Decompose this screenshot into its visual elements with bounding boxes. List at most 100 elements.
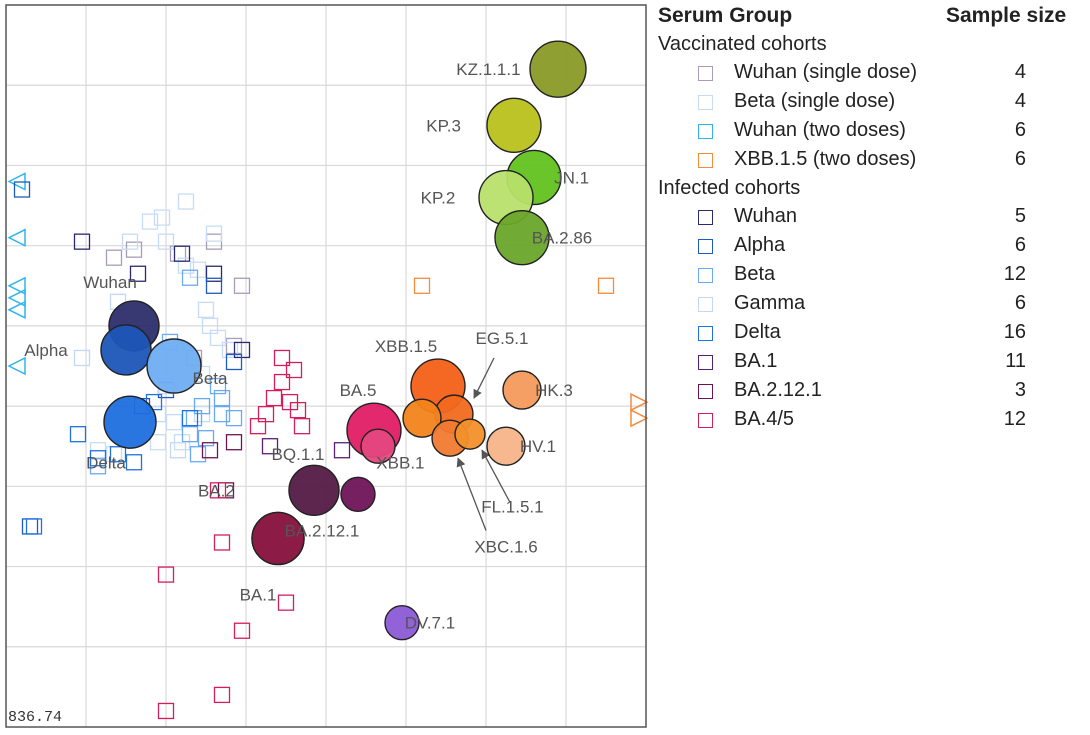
serum-marker xyxy=(7,300,26,320)
serum-marker xyxy=(13,181,31,198)
legend-swatch xyxy=(698,66,713,81)
antigen-labels: KZ.1.1.1 KP.3 JN.1 KP.2 BA.2.86 Wuhan Alpha Bet… xyxy=(24,60,592,633)
legend-title: Serum Group xyxy=(658,4,793,27)
legend-sample-size: 4 xyxy=(1014,90,1026,112)
serum-marker xyxy=(69,426,87,443)
serum-marker xyxy=(265,389,283,407)
antigen-label: BA.5 xyxy=(340,381,377,400)
label-arrow xyxy=(456,457,487,531)
serum-marker xyxy=(165,414,183,431)
serum-marker xyxy=(25,518,43,535)
serum-marker xyxy=(630,408,649,428)
sera-markers xyxy=(7,172,649,720)
serum-marker xyxy=(205,277,223,294)
serum-marker xyxy=(177,257,195,274)
serum-marker xyxy=(201,442,219,459)
antigen-label: XBB.1 xyxy=(376,453,424,472)
legend-swatch xyxy=(698,239,713,254)
serum-marker xyxy=(7,228,26,247)
serum-marker xyxy=(149,434,167,451)
legend-sample-size: 6 xyxy=(1014,148,1026,170)
antigen-label: Wuhan xyxy=(83,273,137,292)
serum-marker xyxy=(273,373,291,391)
legend-label: Wuhan (single dose) xyxy=(734,61,918,83)
legend-sample-size: 12 xyxy=(1003,408,1026,430)
legend-sample-size: 6 xyxy=(1014,119,1026,141)
antigen-delta xyxy=(103,395,157,449)
serum-marker xyxy=(209,329,227,347)
antigen-circles xyxy=(100,40,587,641)
serum-marker xyxy=(285,361,303,379)
legend-sample-size: 6 xyxy=(1014,234,1026,256)
serum-marker xyxy=(277,594,295,611)
serum-marker xyxy=(121,233,139,250)
scale-label: 836.74 xyxy=(8,709,62,726)
serum-marker xyxy=(225,409,243,427)
legend-sample-size: 6 xyxy=(1014,292,1026,314)
serum-marker xyxy=(105,249,123,266)
legend-label: Beta xyxy=(734,263,776,285)
serum-marker xyxy=(209,482,227,499)
antigen-beta xyxy=(146,338,202,394)
antigen-xbb-1 xyxy=(360,428,396,464)
label-arrow xyxy=(473,357,495,399)
legend-sample-size: 5 xyxy=(1014,205,1026,227)
antigen-hk-3 xyxy=(502,370,542,410)
serum-marker xyxy=(157,233,175,250)
antigen-label: Beta xyxy=(193,369,229,388)
serum-marker xyxy=(213,389,231,407)
serum-marker xyxy=(597,277,615,294)
antigen-label: KZ.1.1.1 xyxy=(456,60,520,79)
legend-label: BA.4/5 xyxy=(734,408,795,430)
antigen-label: Alpha xyxy=(24,341,68,360)
serum-marker xyxy=(213,405,231,423)
serum-marker xyxy=(333,442,351,459)
serum-marker xyxy=(233,622,251,639)
legend-swatch xyxy=(698,384,713,399)
serum-marker xyxy=(205,265,223,282)
legend-sample-size: 12 xyxy=(1003,263,1026,285)
serum-marker xyxy=(73,233,91,250)
legend-label: BA.2.12.1 xyxy=(734,379,822,401)
legend-label: Beta (single dose) xyxy=(734,90,896,112)
legend-swatch xyxy=(698,413,713,428)
legend-label: Wuhan (two doses) xyxy=(734,119,906,141)
legend-vaccinated-header: Vaccinated cohorts xyxy=(658,33,827,55)
antigen-label: BQ.1.1 xyxy=(272,445,325,464)
label-arrow xyxy=(481,449,511,503)
serum-marker xyxy=(21,518,39,535)
serum-marker xyxy=(273,349,291,367)
serum-marker xyxy=(173,245,191,262)
serum-marker xyxy=(7,288,26,308)
antigen-label: JN.1 xyxy=(554,168,589,187)
serum-marker xyxy=(125,454,143,471)
antigen-label: BA.2.86 xyxy=(532,229,593,248)
serum-marker xyxy=(189,446,207,463)
antigen-label: Delta xyxy=(86,453,126,472)
grid xyxy=(6,5,646,727)
antigen-label: XBB.1.5 xyxy=(375,337,437,356)
legend-swatch xyxy=(698,124,713,139)
serum-marker xyxy=(129,265,147,282)
serum-marker xyxy=(630,392,649,412)
legend-sample-size: 3 xyxy=(1014,379,1026,401)
serum-marker xyxy=(213,686,231,704)
antigenic-map: KZ.1.1.1 KP.3 JN.1 KP.2 BA.2.86 Wuhan Alpha Bet… xyxy=(5,4,649,728)
antigen-alpha xyxy=(100,324,152,376)
antigen-ba-2-12-1 xyxy=(340,476,376,513)
serum-marker xyxy=(157,566,175,583)
serum-marker xyxy=(293,418,311,435)
legend-swatch xyxy=(698,268,713,283)
serum-marker xyxy=(169,442,187,459)
antigen-label: BA.2 xyxy=(198,481,235,500)
antigen-ba-1 xyxy=(251,511,305,566)
serum-marker xyxy=(221,341,239,359)
serum-marker xyxy=(233,277,251,294)
serum-marker xyxy=(181,269,199,286)
serum-marker xyxy=(157,702,175,720)
antigen-label: EG.5.1 xyxy=(476,329,529,348)
antigen-hv-1 xyxy=(486,426,526,466)
legend-sample-size: 4 xyxy=(1014,61,1026,83)
antigen-dv-7-1 xyxy=(384,605,420,641)
serum-marker xyxy=(7,356,26,376)
